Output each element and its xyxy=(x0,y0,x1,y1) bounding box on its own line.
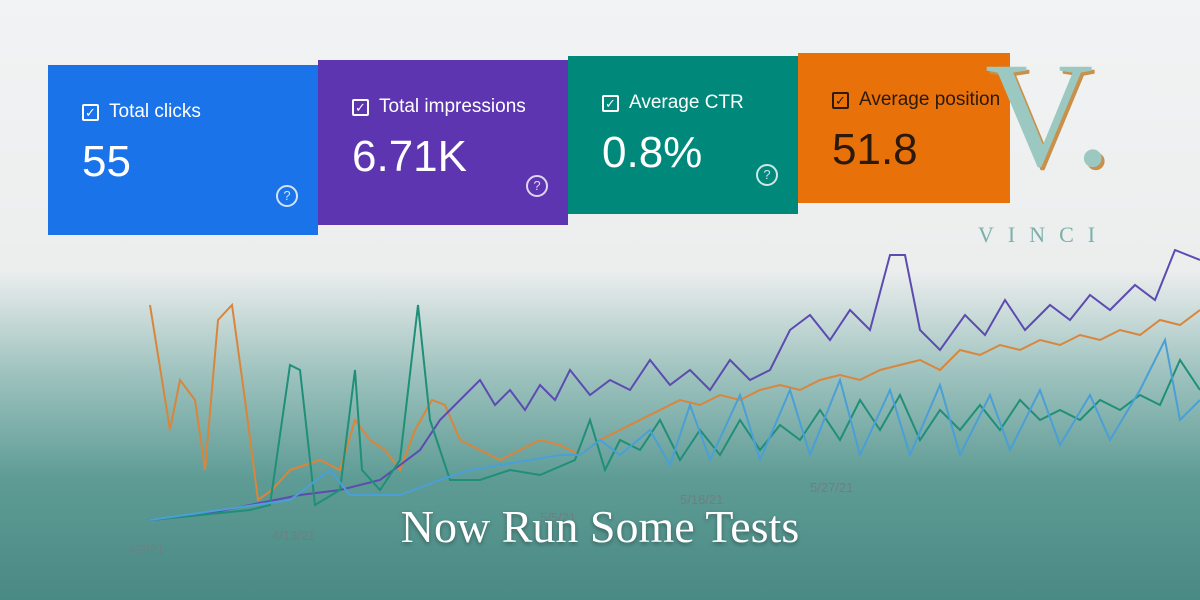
logo-mark: V. xyxy=(985,32,1112,198)
card-value: 6.71K xyxy=(352,132,467,181)
logo-name: VINCI xyxy=(978,222,1110,247)
card: ✓ Average position 51.8 xyxy=(798,53,1010,203)
card-value: 0.8% xyxy=(602,128,703,177)
card-value: 51.8 xyxy=(832,125,918,174)
card-label: Total impressions xyxy=(379,96,526,117)
clicks-line xyxy=(149,302,1200,502)
impressions-line xyxy=(149,248,1200,521)
date-label: 5/27/21 xyxy=(810,480,854,495)
date-label: 5/5/21 xyxy=(540,510,577,525)
card: ✓ Total impressions 6.71K ? xyxy=(318,60,568,225)
position-line xyxy=(149,336,1200,521)
card-label: Total clicks xyxy=(109,101,201,122)
card: ✓ Total clicks 55 ? xyxy=(48,65,318,235)
card: ✓ Average CTR 0.8% ? xyxy=(568,56,798,214)
headline: Now Run Some Tests xyxy=(400,501,800,552)
date-label: 5/16/21 xyxy=(680,492,724,507)
card-label: Average position xyxy=(859,89,1001,110)
card-label: Average CTR xyxy=(629,92,744,113)
date-label: 4/13/21 xyxy=(272,528,316,543)
card-value: 55 xyxy=(82,137,131,186)
date-label: 4/2/21 xyxy=(128,542,165,557)
